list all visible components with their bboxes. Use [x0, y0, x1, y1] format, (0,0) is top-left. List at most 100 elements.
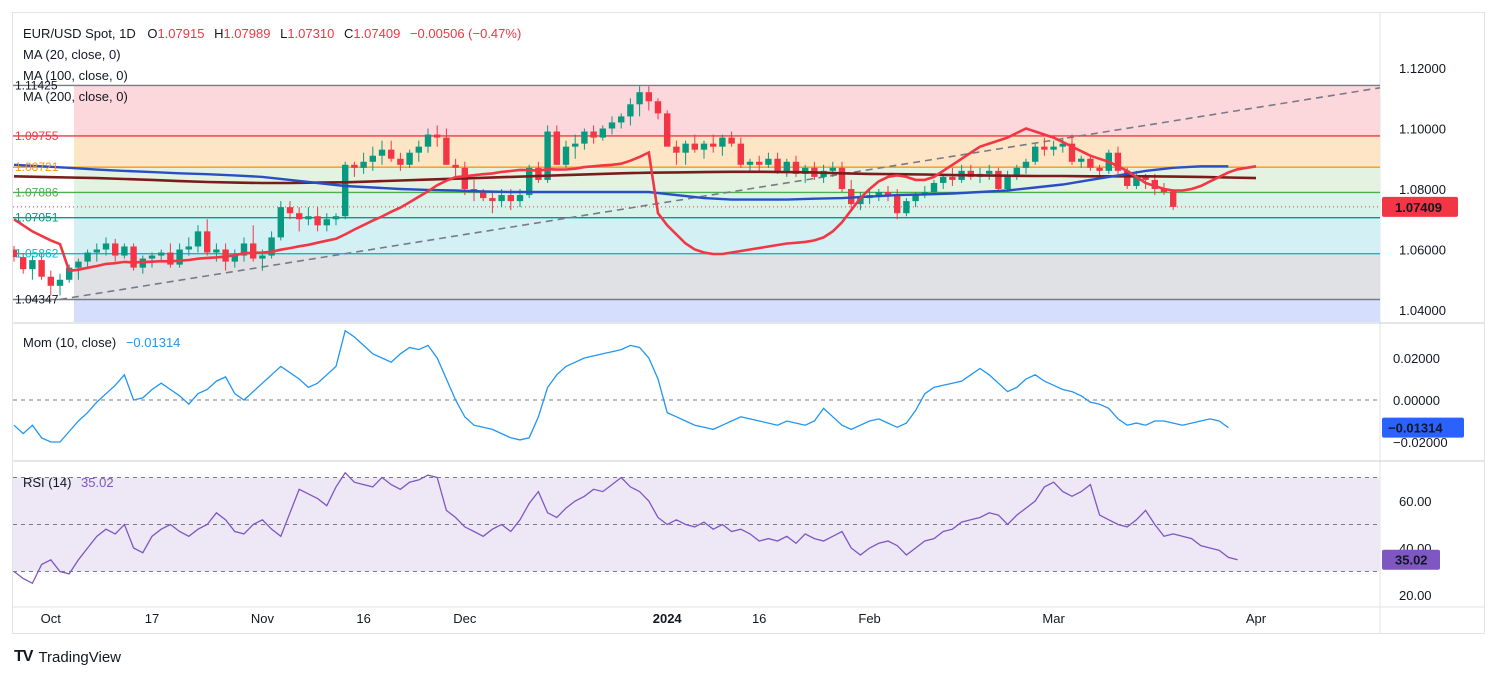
candle-body	[719, 137, 726, 147]
candle-body	[1133, 176, 1140, 186]
time-tick-label: Dec	[453, 611, 477, 626]
candle-body	[903, 201, 910, 214]
candle-body	[240, 243, 248, 256]
price-axis[interactable]: 1.12000 1.10000 1.08000 1.06000 1.04000 1.074…	[1382, 61, 1458, 318]
candle	[1078, 155, 1085, 168]
candle	[351, 161, 358, 177]
candle	[599, 125, 606, 141]
candle	[673, 140, 680, 165]
candle-body	[608, 122, 616, 129]
candle	[240, 237, 248, 262]
price-tick-label: 1.08000	[1399, 182, 1446, 197]
candle-body	[507, 195, 514, 202]
candle	[1059, 137, 1066, 153]
candle-body	[121, 246, 128, 256]
legend-symbol-line[interactable]: EUR/USD Spot, 1D O1.07915 H1.07989 L1.07…	[23, 26, 521, 41]
candle	[774, 152, 781, 174]
candle	[204, 219, 211, 256]
candle	[903, 198, 910, 217]
ma200-line	[13, 170, 1257, 185]
candle	[949, 167, 956, 186]
candle-body	[452, 164, 459, 168]
rsi-tick-label: 60.00	[1399, 494, 1432, 509]
candle	[176, 243, 183, 268]
candle-body	[875, 192, 882, 196]
fib-level-label: 1.07051	[15, 211, 59, 225]
candle	[1013, 164, 1020, 180]
candle-body	[250, 243, 257, 259]
legend-rsi[interactable]: RSI (14) 35.02	[23, 475, 114, 490]
candle-body	[572, 143, 579, 147]
legend-ma200[interactable]: MA (200, close, 0)	[23, 89, 128, 104]
candle-body	[397, 158, 404, 165]
candle	[719, 134, 726, 156]
legend-momentum[interactable]: Mom (10, close) −0.01314	[23, 335, 180, 350]
time-axis[interactable]: Oct 17 Nov 16 Dec 2024 16 Feb Mar Apr	[41, 611, 1267, 626]
candle	[167, 243, 174, 268]
candle	[1096, 164, 1103, 177]
tradingview-wordmark: TradingView	[38, 648, 121, 666]
trendline[interactable]	[13, 86, 1394, 301]
candle-body	[378, 149, 386, 156]
candle	[618, 113, 625, 129]
candle-body	[434, 134, 441, 138]
candle-body	[746, 161, 754, 165]
tradingview-brand[interactable]: TV TradingView	[14, 648, 121, 666]
candle	[590, 125, 597, 144]
ohlc-h-value: 1.07989	[223, 26, 270, 41]
candle	[20, 253, 27, 274]
candle-body	[1151, 179, 1158, 189]
candle	[995, 167, 1002, 193]
candle-body	[967, 170, 974, 177]
candle	[148, 252, 156, 268]
candle	[737, 137, 744, 168]
candle	[1004, 170, 1011, 193]
candle-body	[443, 137, 450, 165]
candle-body	[13, 249, 18, 258]
candle	[332, 213, 340, 226]
candle-body	[305, 216, 312, 220]
candle	[838, 161, 846, 193]
ohlc-change: −0.00506 (−0.47%)	[410, 26, 521, 41]
fib-zone	[74, 253, 1380, 300]
candle	[1170, 189, 1177, 210]
candle	[1087, 155, 1094, 171]
candle-body	[940, 176, 947, 183]
price-tick-label: 1.12000	[1399, 61, 1446, 76]
rsi-tick-label: 20.00	[1399, 588, 1432, 603]
candle-body	[185, 246, 192, 250]
candle	[277, 201, 284, 241]
candle-body	[599, 128, 606, 138]
candle-body	[176, 249, 183, 265]
dashed-trendline[interactable]	[59, 86, 1394, 301]
candle-body	[259, 255, 266, 259]
candle	[930, 179, 938, 196]
legend-ma100[interactable]: MA (100, close, 0)	[23, 68, 128, 83]
candle-body	[1114, 152, 1122, 171]
candle-body	[884, 192, 892, 196]
candle	[47, 270, 54, 296]
time-tick-label: Apr	[1246, 611, 1267, 626]
candle	[406, 149, 413, 168]
candle-body	[323, 219, 330, 226]
candle-body	[480, 192, 487, 199]
candle-body	[590, 131, 597, 138]
candle-body	[424, 134, 432, 147]
candle-body	[406, 152, 413, 165]
candle-body	[1087, 158, 1094, 168]
candle	[424, 128, 432, 153]
candle	[682, 140, 689, 165]
candle-body	[774, 158, 781, 171]
momentum-line	[13, 329, 1229, 443]
legend-ma20[interactable]: MA (20, close, 0)	[23, 47, 121, 62]
momentum-tick-label: −0.02000	[1393, 435, 1448, 450]
candle-body	[1041, 146, 1048, 150]
candle-body	[1096, 167, 1103, 171]
ohlc-l-key: L	[280, 26, 287, 41]
candle-body	[645, 92, 652, 102]
fib-zone	[74, 299, 1380, 322]
time-tick-label: 16	[752, 611, 766, 626]
candle-body	[857, 198, 864, 205]
